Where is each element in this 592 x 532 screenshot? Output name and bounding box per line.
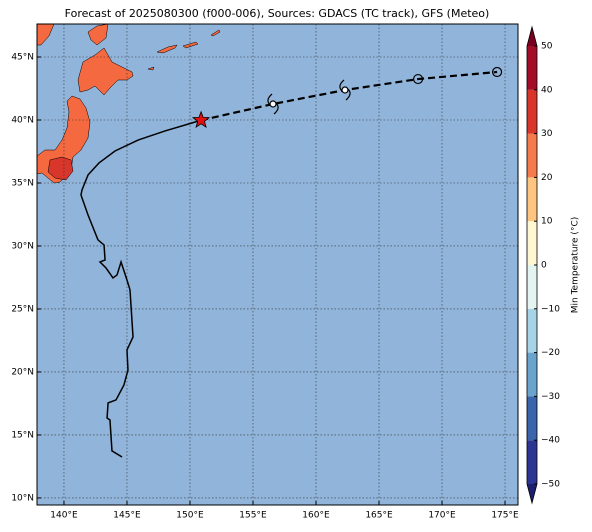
colorbar-cell [527,265,537,309]
x-tick-label: 145°E [113,511,141,521]
storm-center [269,100,277,108]
colorbar-tick-label: −20 [541,348,560,358]
colorbar-cell [527,308,537,353]
y-tick-label: 40°N [11,115,34,125]
storm-marker [267,93,279,115]
x-tick-label: 170°E [428,511,456,521]
map-frame [36,23,519,506]
land-mass [156,44,178,54]
circle-marker [412,73,424,85]
y-tick-label: 15°N [11,430,34,440]
x-tick-label: 160°E [302,511,330,521]
y-tick-label: 45°N [11,53,34,63]
colorbar-tick-label: −40 [541,436,560,446]
colorbar-cell [527,133,537,178]
colorbar-extend-low [527,484,537,503]
colorbar-tick-label: −50 [541,480,560,490]
x-tick-label: 155°E [239,511,267,521]
colorbar-cell [527,396,537,441]
ocean [37,24,518,505]
x-tick-label: 150°E [176,511,204,521]
x-tick-label: 175°E [491,511,519,521]
colorbar-tick-label: −10 [541,304,560,314]
land-mass [147,66,155,71]
colorbar-cell [527,221,537,265]
colorbar-tick-label: 50 [541,42,553,52]
colorbar-cell [527,46,537,90]
y-tick-label: 35°N [11,178,34,188]
land [36,23,221,184]
colorbar: −50 −40 −30 −20 −10 0 10 20 30 40 50 [526,25,560,505]
colorbar-tick-label: 40 [541,85,553,95]
colorbar-tick-label: −30 [541,392,560,402]
colorbar-label: Min Temperature (°C) [571,217,581,314]
storm-marker [339,79,351,101]
colorbar-cell [527,352,537,397]
colorbar-tick-label: 30 [541,129,553,139]
chart-title: Forecast of 2025080300 (f000-006), Sourc… [65,7,490,20]
land-mass [210,29,221,37]
colorbar-cell [527,89,537,134]
land-mass [47,156,74,181]
land-mass [87,23,109,46]
x-tick-label: 140°E [50,511,78,521]
y-tick-label: 30°N [11,241,34,251]
colorbar-cell [527,177,537,222]
y-tick-label: 25°N [11,304,34,314]
y-tick-label: 10°N [11,493,34,503]
colorbar-tick-label: 10 [541,217,553,227]
colorbar-tick-label: 20 [541,173,553,183]
track [80,66,503,458]
land-mass [182,41,199,49]
colorbar-cell [527,440,537,484]
past-track [80,119,202,458]
land-mass [77,47,134,96]
x-tick-label: 165°E [365,511,393,521]
storm-center [341,86,349,94]
colorbar-tick-label: 0 [541,261,547,271]
colorbar-extend-high [527,27,537,46]
y-tick-label: 20°N [11,367,34,377]
star-marker [191,110,211,129]
circle-marker [491,66,503,78]
